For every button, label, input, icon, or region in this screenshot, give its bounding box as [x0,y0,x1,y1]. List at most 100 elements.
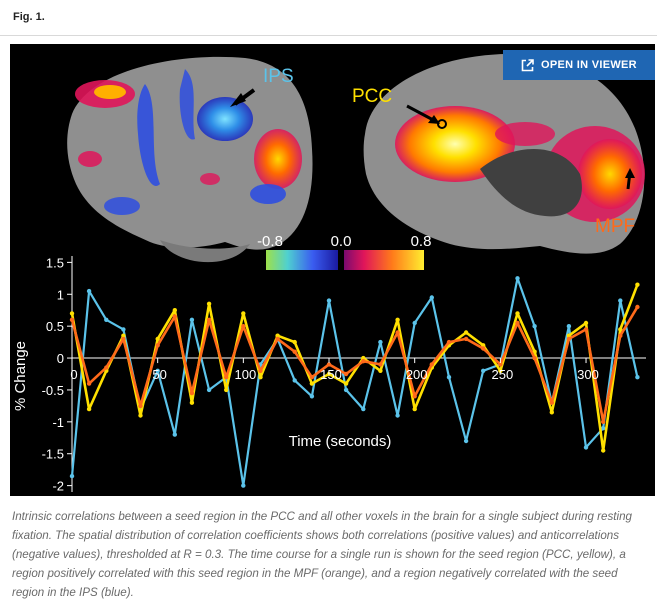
series-1-point [86,406,92,412]
lateral-brain: IPS [67,56,313,263]
series-1-point [309,381,315,386]
series-2-point [635,304,640,310]
series-2-point [343,371,349,377]
series-1-point [206,301,212,306]
series-2-point [601,419,606,424]
series-0-point [463,438,469,444]
series-0-point [241,483,246,488]
series-2-point [224,375,229,380]
ips-label: IPS [263,66,294,87]
open-in-viewer-button[interactable]: OPEN IN VIEWER [503,50,655,80]
y-tick-label: 1.5 [46,255,64,270]
series-1-point [121,333,126,338]
series-2-point [206,317,212,322]
series-2-point [463,336,469,342]
series-1-point [549,410,554,415]
series-2-point [275,336,280,342]
series-0-point [206,387,212,393]
series-1-point [155,336,160,342]
colorbar-negative [266,250,338,270]
series-0-point [412,320,417,326]
series-0-point [532,324,537,329]
x-axis-label: Time (seconds) [289,433,392,450]
series-2-point [121,336,126,342]
y-tick-label: -2 [52,479,64,494]
series-0-point [378,339,383,345]
series-0-point [309,394,315,399]
series-0-point [172,432,177,437]
x-tick-label: 100 [234,367,256,382]
time-series-chart: 1.5 1 0.5 0 -0.5 -1 -1.5 -2 0 50 100 150 200 250 300 %… [12,255,646,494]
series-0-point [189,317,195,322]
series-2-point [292,349,297,354]
series-0-point [361,406,366,412]
series-0-point [343,387,349,393]
series-1-point [241,311,246,316]
series-2-point [446,339,452,345]
y-axis-label: % Change [12,341,29,411]
series-1-point [361,355,366,361]
series-2-point [481,346,486,351]
pcc-label: PCC [352,86,392,107]
series-1-point [566,333,572,338]
x-tick-label: 50 [152,367,166,382]
series-0-point [104,317,109,322]
series-1-point [463,330,469,335]
series-1-point [138,413,143,418]
series-2-point [429,362,434,367]
series-1-point [412,406,417,412]
series-2-point [258,368,263,373]
figure-label: Fig. 1. [13,11,45,23]
series-0-point [326,298,332,303]
series-2-point [172,314,177,319]
series-1-point [601,448,606,453]
series-2-point [498,362,503,367]
series-1-point [224,387,229,393]
figure-image: IPS PCC MPF -0.8 0.0 0.8 [10,44,655,496]
x-tick-label: 250 [492,367,514,382]
x-tick-label: 200 [406,367,428,382]
series-1-point [172,308,177,313]
series-2-point [515,320,520,326]
external-link-icon [521,58,534,71]
series-0-point [583,445,589,450]
series-2-point [549,400,554,405]
series-0-point [446,375,452,380]
y-tick-label: -1.5 [42,447,64,462]
series-1-point [292,339,297,345]
series-1-point [583,320,589,326]
colorbar-zero-label: 0.0 [331,233,352,250]
medial-brain: PCC MPF [352,53,645,254]
series-2-point [583,327,589,332]
series-2-point [69,317,75,322]
colorbar: -0.8 0.0 0.8 [257,233,431,270]
y-tick-label: 1 [57,287,64,302]
series-0-point [515,276,520,281]
series-1-point [395,317,400,322]
series-2-point [189,390,195,396]
series-2-point [361,359,366,364]
series-1-point [635,282,640,287]
figure-header: Fig. 1. [0,0,657,36]
series-1-point [326,371,332,377]
series-0-point [481,368,486,373]
y-tick-label: -0.5 [42,383,64,398]
figure-graphic: IPS PCC MPF -0.8 0.0 0.8 [12,53,646,494]
colorbar-max-label: 0.8 [411,233,432,250]
series-2-point [326,362,332,367]
colorbar-positive [344,250,424,270]
series-0-point [155,368,160,373]
series-1-point [258,375,263,380]
series-0-point [566,324,572,329]
series-0-point [618,298,623,303]
series-0-point [292,378,297,383]
series-2-point [412,394,417,399]
x-tick-label: 150 [320,367,342,382]
series-1-point [69,311,75,316]
series-2-point [618,333,623,338]
series-1-point [343,381,349,386]
series-1-point [498,368,503,373]
series-2-point [155,343,160,348]
series-1-point [378,368,383,373]
series-2-point [566,336,572,342]
